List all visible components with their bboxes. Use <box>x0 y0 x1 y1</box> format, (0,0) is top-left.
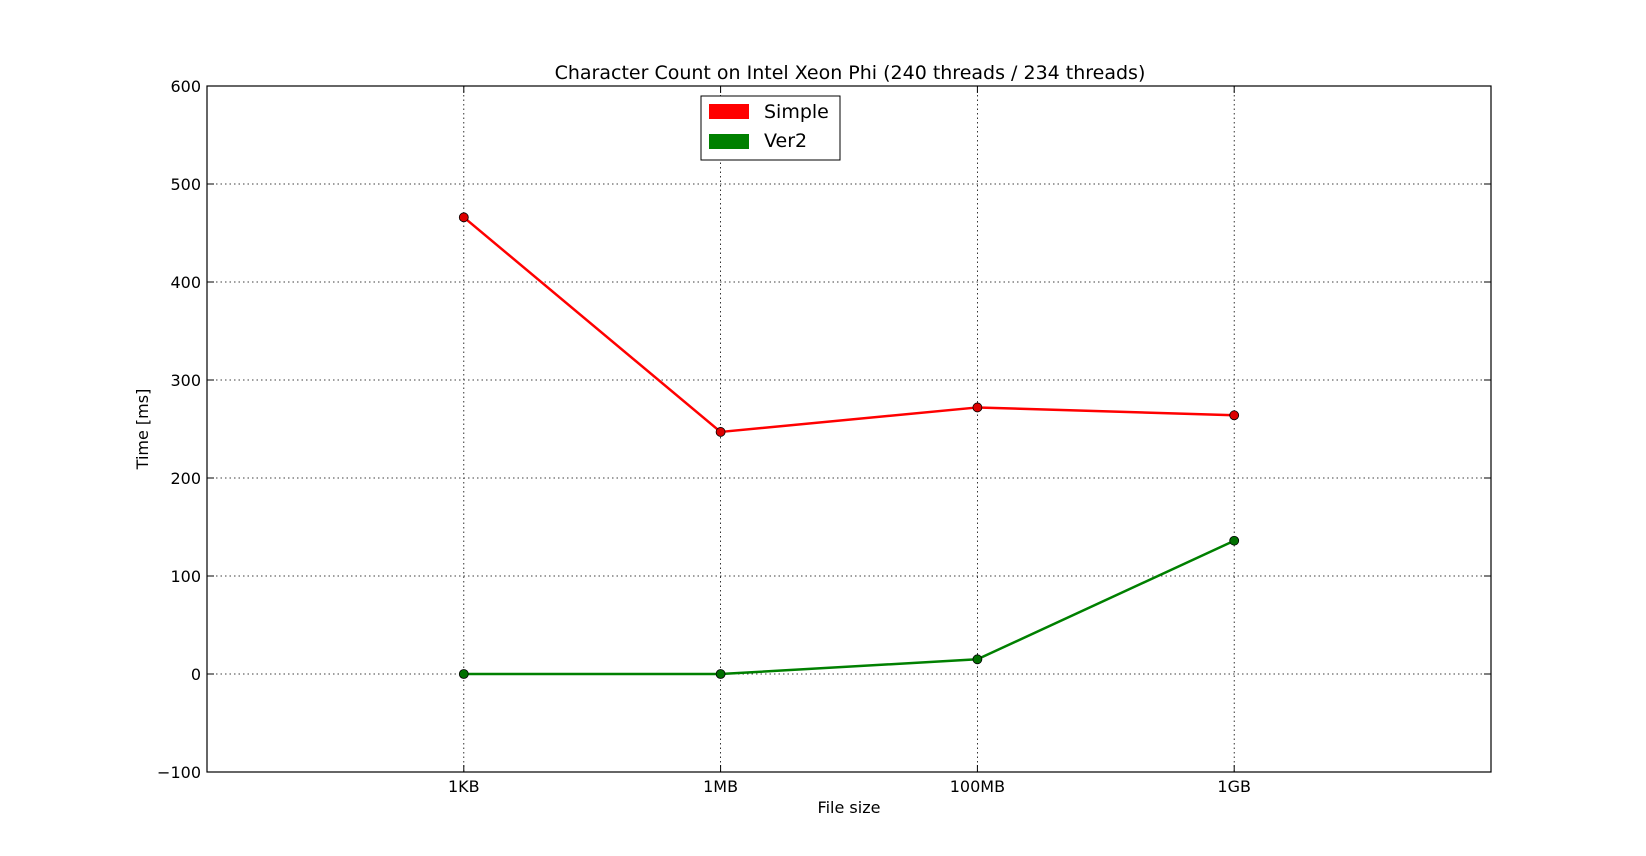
x-tick-label: 1MB <box>703 777 738 796</box>
data-point-ver2 <box>715 669 726 679</box>
x-tick-label: 1GB <box>1217 777 1251 796</box>
data-point-simple <box>715 427 726 437</box>
data-point-simple <box>458 212 469 223</box>
x-tick-label: 100MB <box>950 777 1005 796</box>
y-tick-label: 600 <box>170 77 201 96</box>
series-line-simple <box>462 216 1235 434</box>
chart-title: Character Count on Intel Xeon Phi (240 t… <box>555 62 1146 84</box>
y-tick-label: 300 <box>170 371 201 390</box>
y-axis-label: Time [ms] <box>133 389 152 471</box>
legend-label-ver2: Ver2 <box>764 130 807 152</box>
series-layer <box>458 212 1240 679</box>
data-point-ver2 <box>1229 535 1240 546</box>
legend-swatch-simple <box>709 104 749 119</box>
legend: Simple Ver2 <box>700 95 841 161</box>
data-point-ver2 <box>458 669 469 679</box>
data-point-simple <box>1229 410 1240 421</box>
plot-frame <box>206 85 1492 773</box>
series-line-ver2 <box>463 539 1235 676</box>
y-tick-label: 500 <box>170 175 201 194</box>
legend-swatch-ver2 <box>709 134 749 149</box>
y-tick-label: 0 <box>191 665 201 684</box>
y-tick-label: −100 <box>157 763 201 782</box>
legend-label-simple: Simple <box>764 101 829 123</box>
data-point-simple <box>972 402 983 413</box>
y-tick-label: 100 <box>170 567 201 586</box>
grid-lines <box>207 86 1491 772</box>
data-point-ver2 <box>972 654 983 665</box>
x-axis-label: File size <box>818 798 881 817</box>
x-axis-ticks: 1KB 1MB 100MB 1GB <box>448 86 1251 796</box>
y-axis-ticks: −100 0 100 200 300 400 500 600 <box>157 77 1491 782</box>
y-tick-label: 200 <box>170 469 201 488</box>
y-tick-label: 400 <box>170 273 201 292</box>
x-tick-label: 1KB <box>448 777 480 796</box>
